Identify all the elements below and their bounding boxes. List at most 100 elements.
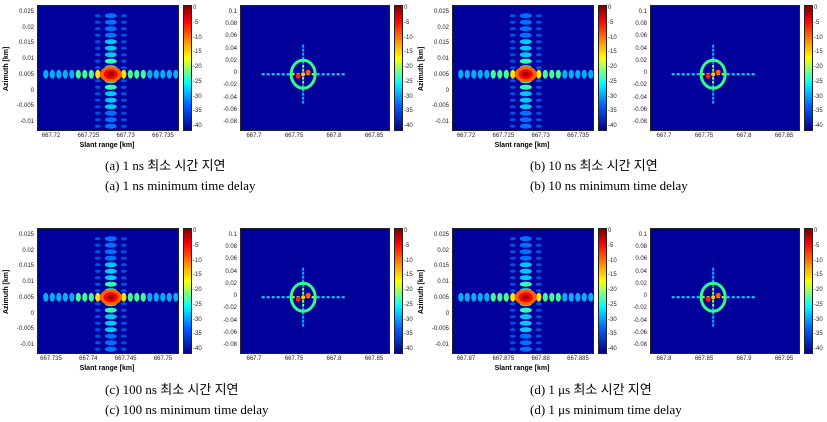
y-tick-label: 0.08	[635, 244, 647, 251]
colorbar-tick: -25	[814, 301, 823, 308]
y-tick-label: -0.06	[633, 329, 647, 336]
colorbar-tick: -30	[608, 316, 617, 323]
y-tick-label: 0.1	[228, 9, 237, 15]
colorbar-tick: -40	[404, 123, 413, 129]
y-tick-label: 0	[643, 70, 647, 77]
y-tick-label: -0.02	[223, 82, 237, 89]
colorbar-tick: -10	[608, 257, 617, 264]
y-tick-label: 0.04	[635, 268, 647, 275]
y-tick-label: 0.1	[638, 232, 647, 238]
y-tick-label: 0.025	[433, 232, 449, 238]
x-tick-label: 667.725	[492, 133, 515, 139]
y-tick-label: -0.005	[16, 103, 34, 110]
colorbar-tick: -10	[814, 34, 823, 41]
colorbar-tick: 0	[608, 5, 612, 11]
colorbar-tick: -25	[193, 78, 202, 85]
colorbar-tick: 0	[814, 5, 818, 11]
y-tick-label: 0	[643, 293, 647, 300]
x-tick-label: 667.95	[774, 356, 794, 362]
caption-korean: (c) 100 ns 최소 시간 지연	[105, 382, 239, 397]
colorbar-tick: -40	[608, 346, 617, 352]
colorbar-tick: -35	[814, 331, 823, 338]
y-tick-label: -0.08	[633, 119, 647, 125]
y-tick-label: -0.005	[431, 326, 449, 333]
y-tick-label: 0.02	[635, 57, 647, 64]
y-tick-label: -0.06	[223, 329, 237, 336]
caption-english: (b) 10 ns minimum time delay	[530, 178, 688, 193]
colorbar-tick: -25	[193, 301, 202, 308]
colorbar-tick: -30	[404, 316, 413, 323]
y-axis-label: Azimuth [km]	[3, 269, 10, 314]
colorbar	[598, 228, 607, 354]
y-tick-label: 0.04	[225, 45, 237, 52]
colorbar-tick: -20	[404, 64, 413, 70]
y-axis-label: Azimuth [km]	[418, 269, 425, 314]
colorbar	[394, 5, 403, 131]
y-tick-label: -0.01	[435, 119, 449, 125]
colorbar-tick: -20	[814, 64, 823, 70]
x-tick-label: 667.75	[694, 133, 714, 139]
colorbar-tick: -10	[193, 257, 202, 264]
colorbar-tick: 0	[608, 228, 612, 234]
y-tick-label: -0.005	[431, 103, 449, 110]
y-tick-label: -0.01	[20, 342, 34, 348]
y-tick-label: -0.01	[435, 342, 449, 348]
colorbar-tick: -10	[814, 257, 823, 264]
colorbar-tick: -15	[814, 272, 823, 279]
x-tick-label: 667.725	[77, 133, 100, 139]
y-tick-label: 0.005	[18, 71, 34, 78]
y-tick-label: 0.06	[225, 256, 237, 263]
colorbar-tick: -40	[193, 123, 202, 129]
colorbar-tick: -5	[404, 19, 410, 26]
colorbar-tick: -20	[193, 287, 202, 293]
x-tick-label: 667.7	[656, 133, 672, 139]
y-tick-label: 0	[445, 87, 449, 94]
y-tick-label: 0	[30, 87, 34, 94]
heatmap-axes	[452, 228, 594, 354]
colorbar	[183, 228, 192, 354]
x-tick-label: 667.7	[246, 133, 262, 139]
colorbar-tick: -10	[608, 34, 617, 41]
x-tick-label: 667.8	[326, 133, 342, 139]
y-tick-label: -0.04	[633, 94, 647, 101]
y-tick-label: -0.04	[633, 317, 647, 324]
y-tick-label: -0.08	[223, 342, 237, 348]
colorbar-tick: -30	[193, 93, 202, 100]
colorbar-tick: -25	[404, 301, 413, 308]
x-tick-label: 667.75	[153, 356, 173, 362]
colorbar-tick: -20	[404, 287, 413, 293]
y-tick-label: 0.01	[437, 279, 449, 286]
x-tick-label: 667.74	[79, 356, 98, 362]
colorbar-tick: -30	[193, 316, 202, 323]
y-tick-label: 0.01	[22, 56, 34, 63]
colorbar	[804, 228, 813, 354]
colorbar-tick: -15	[404, 49, 413, 56]
y-tick-label: 0.02	[437, 247, 449, 254]
y-tick-label: -0.02	[633, 82, 647, 89]
caption-korean: (b) 10 ns 최소 시간 지연	[530, 158, 658, 173]
heatmap-axes	[240, 5, 390, 131]
y-tick-label: 0.025	[433, 9, 449, 15]
y-tick-label: 0.02	[22, 247, 34, 254]
x-tick-label: 667.72	[41, 133, 61, 139]
colorbar-tick: -5	[608, 19, 614, 26]
colorbar-tick: -5	[608, 242, 614, 249]
x-tick-label: 667.85	[364, 133, 384, 139]
x-tick-label: 667.73	[116, 133, 135, 139]
y-tick-label: -0.005	[16, 326, 34, 333]
x-tick-label: 667.885	[567, 356, 589, 362]
y-tick-label: -0.04	[223, 317, 237, 324]
colorbar	[804, 5, 813, 131]
colorbar-tick: -30	[814, 93, 823, 100]
x-tick-label: 667.735	[152, 133, 174, 139]
y-tick-label: 0.01	[22, 279, 34, 286]
colorbar-tick: 0	[404, 228, 408, 234]
y-tick-label: 0.1	[638, 9, 647, 15]
x-axis-label: Slant range [km]	[79, 365, 135, 372]
caption-korean: (a) 1 ns 최소 시간 지연	[105, 158, 226, 173]
x-tick-label: 667.8	[736, 133, 752, 139]
colorbar-tick: -10	[404, 34, 413, 41]
colorbar-tick: -25	[404, 78, 413, 85]
y-tick-label: 0.01	[437, 56, 449, 63]
colorbar-tick: -5	[814, 242, 820, 249]
